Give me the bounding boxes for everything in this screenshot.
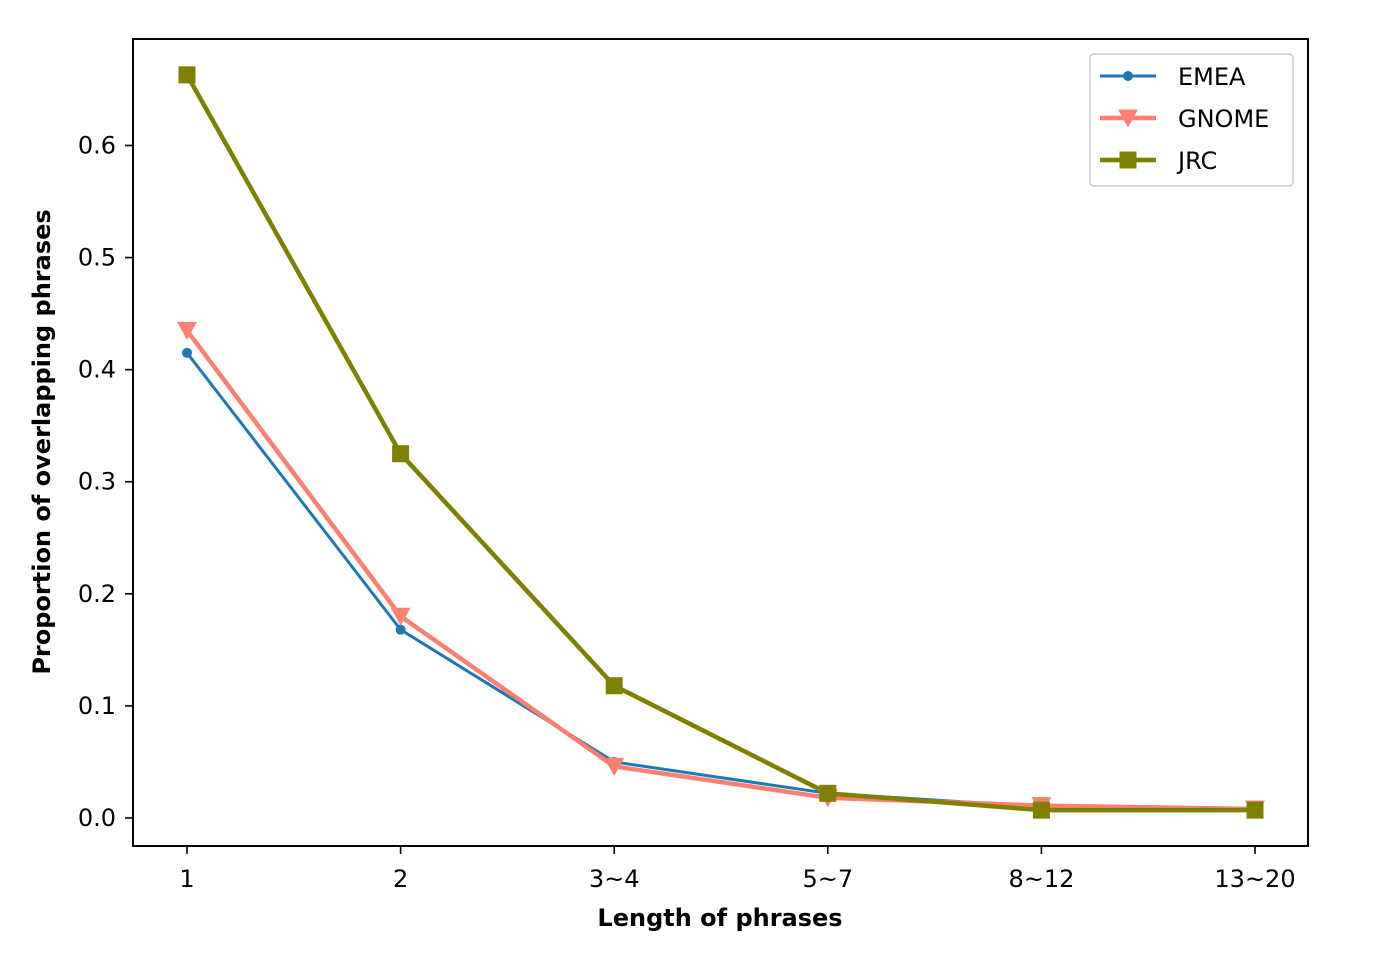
x-tick-label: 8~12 — [1008, 865, 1074, 893]
legend: EMEA GNOME JRC — [1089, 53, 1294, 187]
legend-marker-emea — [1123, 71, 1133, 81]
plot-frame — [132, 38, 1309, 847]
x-tick-label: 2 — [393, 865, 408, 893]
data-point-emea — [182, 347, 192, 358]
data-point-jrc — [178, 66, 196, 84]
x-tick-label: 5~7 — [802, 865, 853, 893]
y-tick-label: 0.6 — [78, 131, 116, 159]
legend-label-jrc: JRC — [1176, 147, 1217, 175]
legend-marker-gnome — [1118, 109, 1138, 128]
legend-box — [1089, 53, 1294, 187]
x-tick-label: 3~4 — [589, 865, 640, 893]
data-point-jrc — [819, 784, 837, 802]
y-axis-label: Proportion of overlapping phrases — [28, 209, 56, 674]
legend-marker-jrc — [1119, 151, 1137, 169]
data-point-jrc — [605, 677, 623, 695]
y-tick-label: 0.5 — [78, 244, 116, 272]
y-tick-label: 0.4 — [78, 356, 116, 384]
data-point-jrc — [1032, 801, 1050, 819]
data-point-gnome — [604, 757, 625, 776]
y-tick-label: 0.2 — [78, 580, 116, 608]
series-line-gnome — [185, 329, 1256, 812]
y-tick-label: 0.1 — [78, 692, 116, 720]
y-tick-label: 0.3 — [78, 468, 116, 496]
x-tick-label: 13~20 — [1214, 865, 1295, 893]
legend-label-gnome: GNOME — [1178, 105, 1269, 133]
data-point-jrc — [1246, 801, 1264, 819]
data-point-emea — [395, 624, 406, 635]
series-line-jrc — [185, 73, 1255, 813]
data-point-gnome — [177, 321, 197, 340]
legend-label-emea: EMEA — [1178, 63, 1246, 91]
x-tick-label: 1 — [179, 865, 194, 893]
x-axis-label: Length of phrases — [597, 904, 842, 932]
data-point-gnome — [390, 607, 411, 626]
data-point-jrc — [392, 445, 410, 463]
y-tick-label: 0.0 — [78, 804, 116, 832]
